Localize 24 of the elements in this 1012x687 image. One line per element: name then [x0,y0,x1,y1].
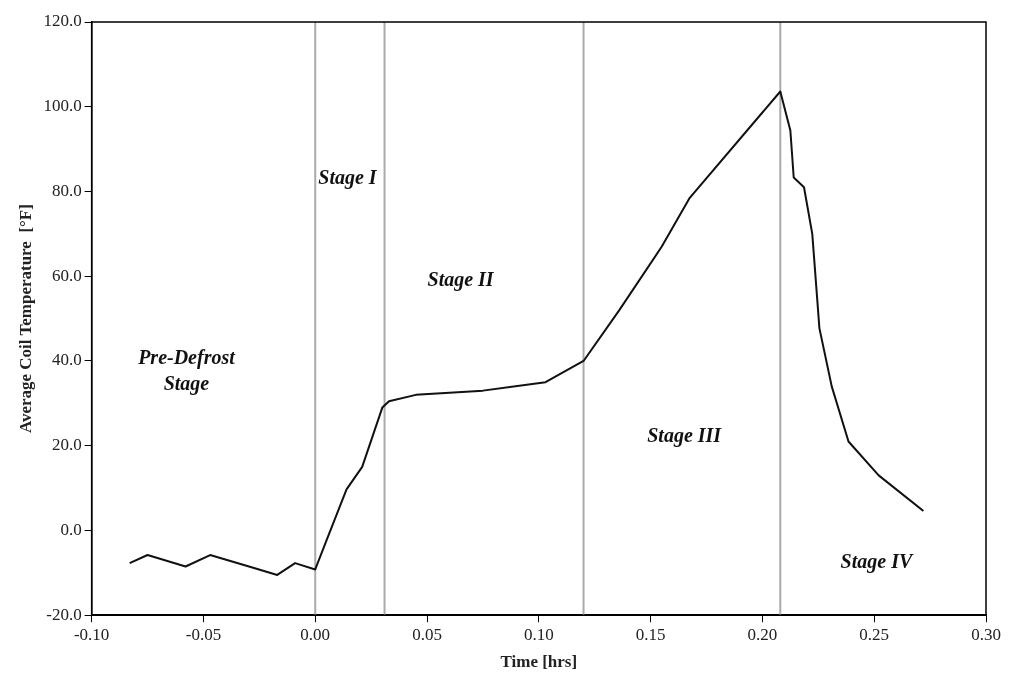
x-tick-label: 0.10 [523,624,554,644]
x-tick-label: 0.25 [859,624,890,644]
y-tick-label: 40.0 [51,350,82,370]
x-tick-label: 0.30 [971,624,1001,644]
y-axis-title: Average Coil Temperature [°F] [15,204,35,434]
y-tick-label: 60.0 [51,265,82,285]
x-tick-label: 0.00 [300,624,331,644]
x-tick-label: -0.05 [185,624,222,644]
annotation: Pre-Defrost Stage [137,345,237,395]
x-axis-title: Time [hrs] [500,652,578,672]
y-tick-label: -20.0 [46,604,82,624]
x-tick-label: 0.15 [635,624,666,644]
annotation: Stage II [427,267,495,291]
y-tick-label: 20.0 [51,435,82,455]
x-tick-label: 0.20 [747,624,778,644]
y-tick-label: 0.0 [60,519,82,539]
y-tick-label: 100.0 [43,96,82,116]
x-tick-label: -0.10 [73,624,110,644]
y-tick-label: 120.0 [43,11,82,31]
annotation: Stage I [318,165,378,189]
y-tick-label: 80.0 [51,180,82,200]
annotation: Stage III [647,424,723,448]
annotation: Stage IV [840,549,914,573]
x-tick-label: 0.05 [412,624,442,644]
